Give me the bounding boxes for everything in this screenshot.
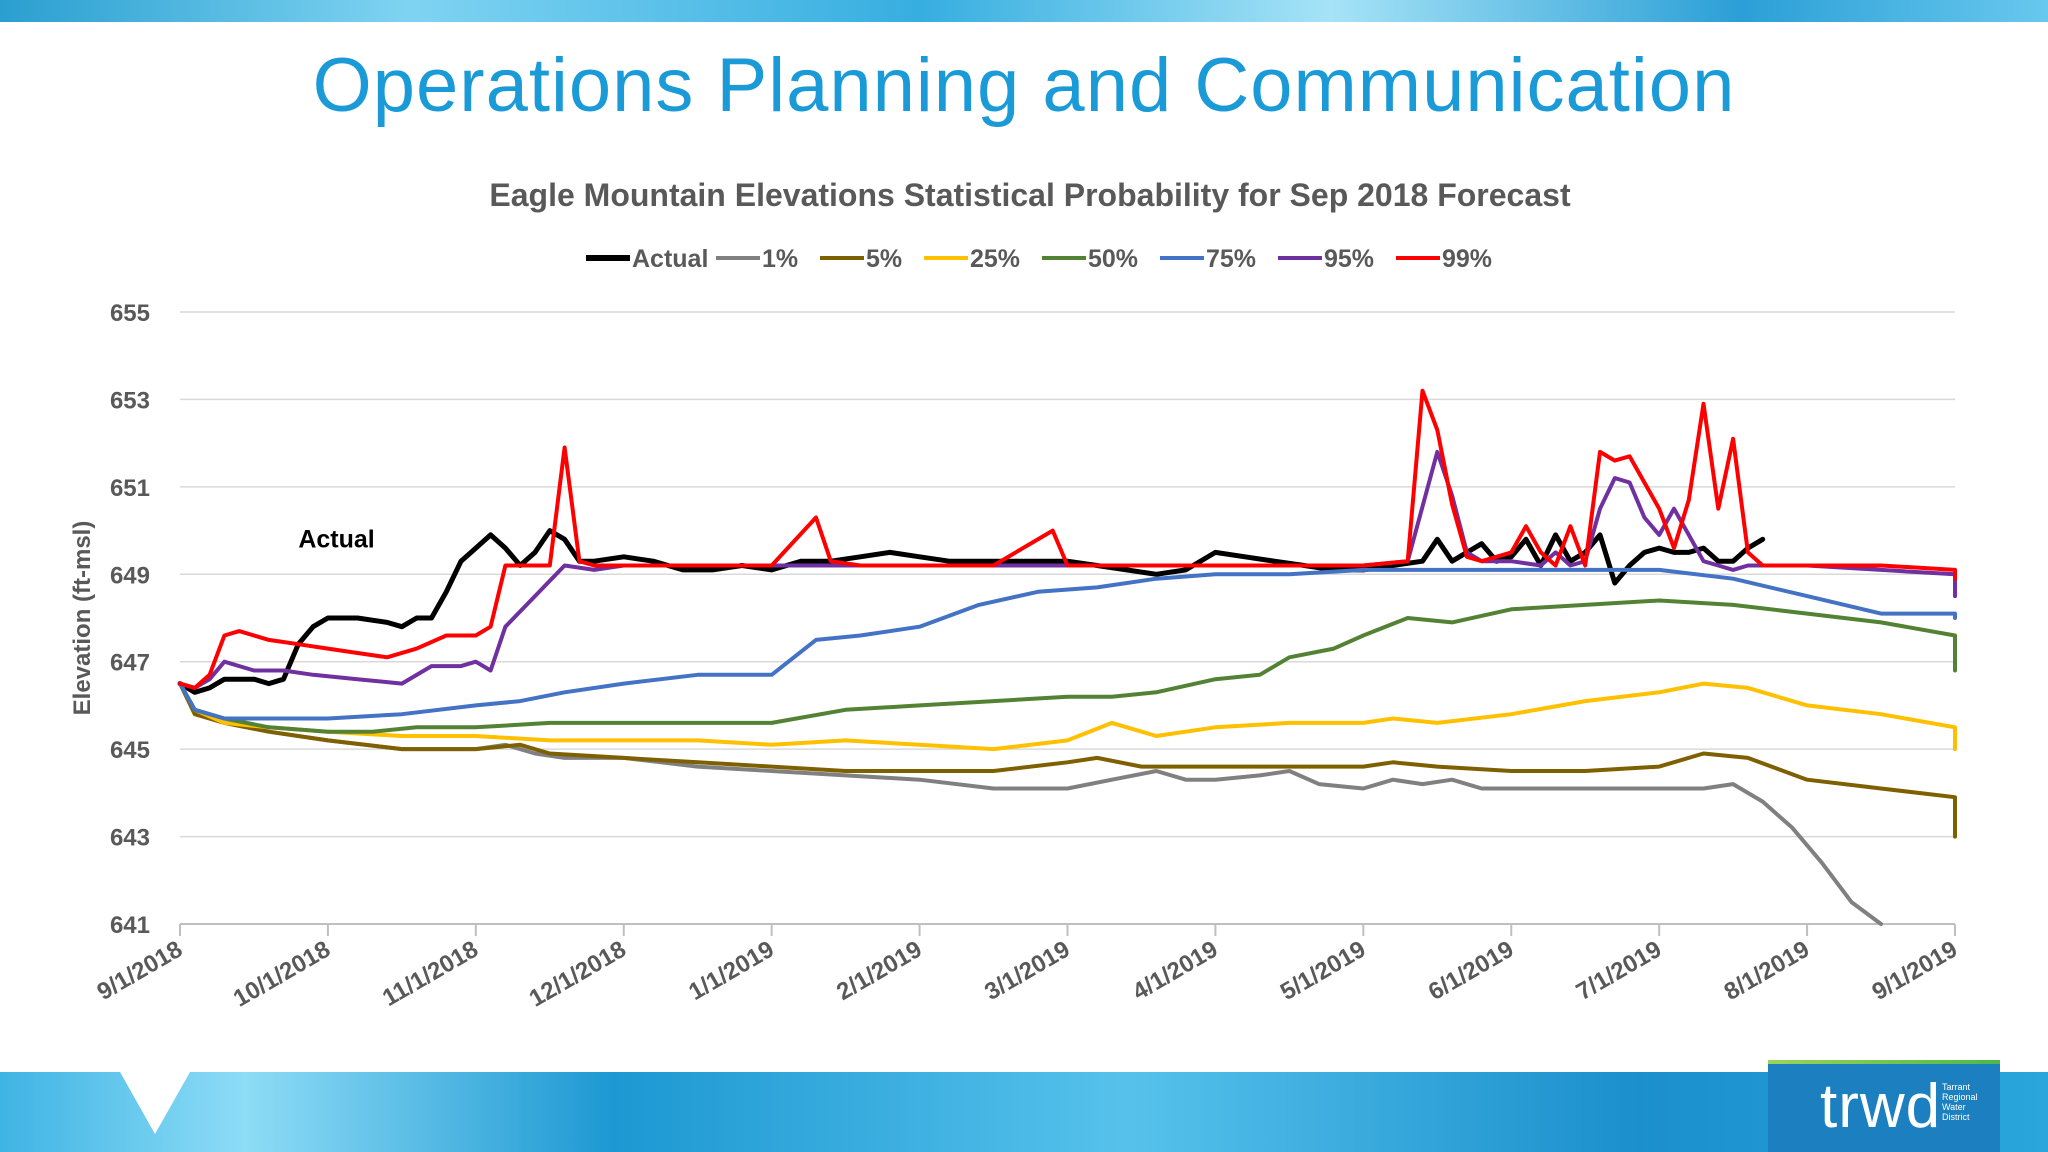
y-tick-label: 647 <box>110 650 150 677</box>
y-tick-label: 645 <box>110 737 150 764</box>
x-tick-label: 7/1/2019 <box>1572 936 1666 1006</box>
legend-label: 25% <box>970 245 1020 273</box>
series-line-25pct <box>178 681 1957 752</box>
legend-label: 95% <box>1324 245 1374 273</box>
x-tick-label: 11/1/2018 <box>378 936 483 1012</box>
logo-subtitle-line: Water <box>1942 1102 1966 1112</box>
series-line-Actual <box>177 528 1766 695</box>
trwd-logo <box>1768 1064 2000 1152</box>
top-decorative-band <box>0 0 2048 22</box>
annotation-label: Actual <box>298 525 374 553</box>
series-line-75pct <box>178 567 1957 721</box>
x-tick-label: 6/1/2019 <box>1424 936 1518 1006</box>
y-tick-label: 641 <box>110 912 150 939</box>
logo-subtitle-line: District <box>1942 1112 1970 1122</box>
legend-label: 50% <box>1088 245 1138 273</box>
legend-label: 75% <box>1206 245 1256 273</box>
bottom-decorative-band <box>0 1072 2048 1152</box>
x-tick-label: 12/1/2018 <box>525 936 631 1013</box>
x-tick-label: 4/1/2019 <box>1128 936 1222 1006</box>
logo-accent-bar <box>1768 1060 2000 1066</box>
y-tick-label: 653 <box>110 387 150 414</box>
series-line-99pct <box>178 388 1957 690</box>
legend-label: 1% <box>762 245 798 273</box>
logo-subtitle-line: Regional <box>1942 1092 1978 1102</box>
logo-subtitle-line: Tarrant <box>1942 1082 1971 1092</box>
x-tick-label: 8/1/2019 <box>1720 936 1814 1006</box>
page-title: Operations Planning and Communication <box>312 43 1736 128</box>
series-line-1pct <box>178 681 1883 926</box>
y-tick-label: 643 <box>110 825 150 852</box>
series-line-95pct <box>178 449 1957 690</box>
y-tick-label: 651 <box>110 475 150 502</box>
x-tick-label: 2/1/2019 <box>832 936 926 1006</box>
logo-text: trwd <box>1820 1072 1942 1141</box>
series-line-50pct <box>178 598 1957 734</box>
chart-title: Eagle Mountain Elevations Statistical Pr… <box>489 177 1571 213</box>
y-tick-label: 655 <box>110 300 150 327</box>
logo-subtitle: Tarrant Regional Water District <box>1942 1082 1992 1122</box>
x-tick-label: 3/1/2019 <box>980 936 1074 1006</box>
x-tick-label: 9/1/2019 <box>1868 936 1962 1006</box>
x-tick-label: 5/1/2019 <box>1276 936 1370 1006</box>
y-axis-label: Elevation (ft-msl) <box>69 521 96 716</box>
x-tick-label: 9/1/2018 <box>93 936 187 1006</box>
legend-label: 5% <box>866 245 902 273</box>
series-line-5pct <box>178 681 1957 839</box>
legend-label: 99% <box>1442 245 1492 273</box>
x-tick-label: 1/1/2019 <box>684 936 778 1006</box>
x-tick-label: 10/1/2018 <box>229 936 335 1013</box>
bottom-notch <box>120 1072 190 1134</box>
y-tick-label: 649 <box>110 562 150 589</box>
legend-label: Actual <box>632 245 708 273</box>
